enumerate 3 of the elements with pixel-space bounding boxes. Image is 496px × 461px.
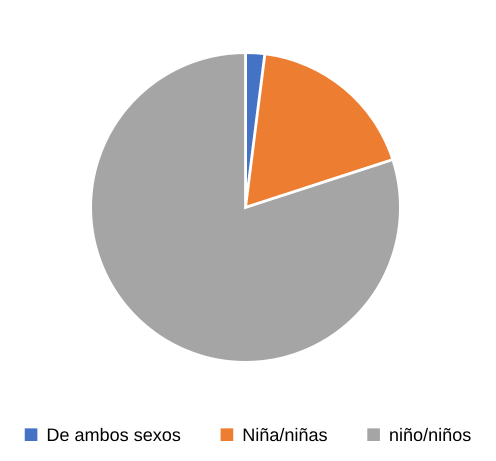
legend-label: De ambos sexos xyxy=(48,428,180,442)
legend-label: niño/niños xyxy=(390,428,471,442)
legend-label: Niña/niñas xyxy=(244,428,327,442)
